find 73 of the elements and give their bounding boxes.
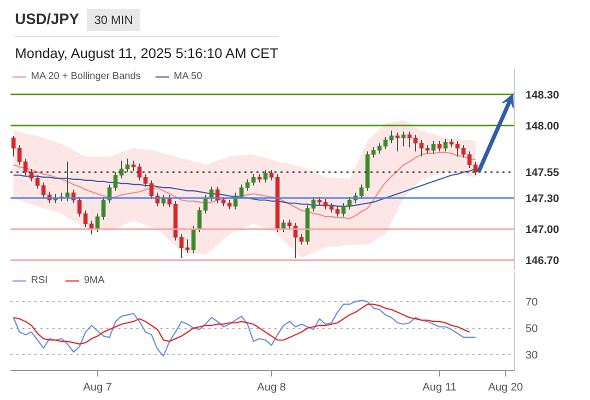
x-tick-label: Aug 11	[422, 382, 457, 394]
candlestick	[143, 174, 148, 188]
candlestick	[311, 196, 316, 212]
candlestick	[389, 130, 394, 144]
candlestick	[83, 210, 88, 228]
candlestick	[65, 161, 70, 202]
candlestick	[407, 131, 412, 148]
candlestick	[137, 163, 142, 181]
candlestick	[299, 234, 304, 246]
x-tick-label: Aug 7	[83, 382, 112, 394]
candlestick	[395, 132, 400, 152]
ref-line-label: 147.00	[526, 224, 560, 236]
candlestick	[245, 178, 250, 192]
candlestick	[149, 180, 154, 200]
candlestick	[113, 172, 118, 192]
candlestick	[359, 184, 364, 200]
candlestick	[125, 158, 130, 173]
candlestick	[443, 138, 448, 152]
y-tick-label: 50	[526, 323, 538, 336]
candlestick	[329, 202, 334, 213]
candlestick	[185, 238, 190, 254]
candlestick	[227, 200, 232, 210]
candlestick	[455, 140, 460, 158]
ref-line-label: 148.00	[526, 120, 560, 132]
candlestick	[179, 234, 184, 259]
line-series	[12, 300, 476, 357]
candlestick	[23, 158, 28, 176]
x-tick-label: Aug 8	[257, 382, 286, 394]
candlestick	[191, 225, 196, 254]
candlestick	[461, 144, 466, 158]
candlestick	[197, 206, 202, 233]
y-tick-label: 30	[526, 350, 538, 362]
candlestick	[323, 198, 328, 210]
candlestick	[371, 146, 376, 158]
candlestick	[251, 174, 256, 186]
ref-line-label: 148.30	[526, 89, 560, 102]
candlestick	[119, 160, 124, 179]
x-tick-label: Aug 20	[488, 382, 523, 394]
ref-line-label: 147.55	[526, 167, 560, 180]
candlestick	[377, 142, 382, 154]
y-tick-label: 70	[526, 296, 538, 309]
candlestick	[17, 144, 22, 166]
candlestick	[383, 136, 388, 150]
candlestick	[473, 161, 478, 176]
ref-line-label: 146.70	[526, 255, 560, 268]
candlestick	[239, 184, 244, 200]
candlestick	[335, 206, 340, 218]
candlestick	[287, 219, 292, 230]
candlestick	[11, 135, 16, 158]
candlestick	[131, 160, 136, 172]
text: Monday, August 11, 2025 5:16:10 AM CET	[15, 36, 278, 64]
candlestick	[419, 139, 424, 158]
legend-label: MA 50	[174, 70, 202, 82]
candlestick	[413, 134, 418, 152]
candlestick	[401, 131, 406, 147]
candlestick	[347, 196, 352, 210]
candlestick	[35, 174, 40, 190]
line-series	[12, 304, 470, 345]
chart-subtitle: 30 MIN	[87, 9, 140, 31]
legend-label: 9MA	[84, 274, 105, 286]
candlestick	[77, 196, 82, 218]
candlestick	[101, 196, 106, 220]
candlestick	[341, 202, 346, 218]
candlestick	[467, 150, 472, 168]
candlestick	[41, 182, 46, 198]
candlestick	[269, 170, 274, 181]
chart-title: USD/JPY	[15, 11, 80, 28]
ref-line-label: 147.30	[526, 192, 560, 205]
legend-label: MA 20 + Bollinger Bands	[31, 70, 141, 82]
candlestick	[431, 140, 436, 154]
legend-label: RSI	[31, 274, 49, 286]
candlestick	[437, 140, 442, 152]
candlestick	[263, 170, 268, 183]
